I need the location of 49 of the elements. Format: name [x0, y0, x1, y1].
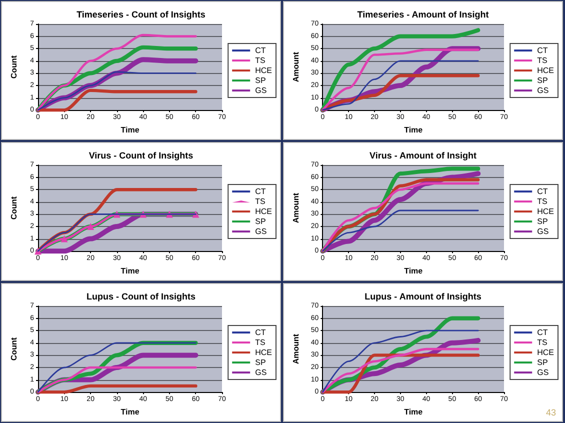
legend-label: SP	[537, 76, 548, 85]
legend-label: HCE	[255, 207, 272, 216]
y-axis-title: Count	[10, 337, 18, 361]
legend-label: SP	[537, 217, 548, 226]
y-axis-title: Amount	[292, 52, 300, 82]
x-axis-title: Time	[404, 266, 424, 276]
x-axis-title: Time	[120, 266, 140, 276]
chart-title: Lupus - Amount of Insights	[364, 292, 482, 302]
legend-label: CT	[537, 46, 548, 55]
legend-label: HCE	[537, 348, 554, 357]
legend-label: SP	[255, 217, 266, 226]
legend-label: GS	[537, 227, 549, 236]
text: 43	[546, 408, 556, 418]
legend-label: TS	[537, 338, 548, 347]
legend-label: GS	[255, 368, 267, 377]
legend-label: GS	[255, 227, 267, 236]
legend-label: TS	[255, 197, 266, 206]
chart-title: Virus - Count of Insights	[88, 150, 194, 160]
legend-label: HCE	[537, 207, 554, 216]
legend-label: SP	[255, 76, 266, 85]
legend-label: GS	[255, 86, 267, 95]
legend-label: TS	[537, 56, 548, 65]
legend-label: HCE	[255, 66, 272, 75]
chart-title: Timeseries - Amount of Insight	[357, 10, 489, 20]
y-axis-title: Amount	[292, 334, 300, 364]
legend-label: TS	[255, 338, 266, 347]
legend-label: SP	[537, 358, 548, 367]
legend-label: TS	[537, 197, 548, 206]
y-axis-title: Count	[10, 55, 18, 79]
legend-label: CT	[255, 46, 266, 55]
legend-label: GS	[537, 368, 549, 377]
legend-label: HCE	[537, 66, 554, 75]
x-axis-title: Time	[404, 126, 424, 134]
legend-label: CT	[255, 187, 266, 196]
legend-label: HCE	[255, 348, 272, 357]
legend-label: GS	[537, 86, 549, 95]
chart-title: Lupus - Count of Insights	[86, 292, 196, 302]
chart-title: Virus - Amount of Insight	[370, 150, 476, 160]
y-axis-title: Count	[10, 196, 18, 220]
x-axis-title: Time	[120, 126, 140, 134]
legend-label: TS	[255, 56, 266, 65]
y-axis-title: Amount	[292, 192, 300, 224]
x-axis-title: Time	[404, 408, 424, 416]
legend-label: CT	[537, 328, 548, 337]
legend-label: CT	[255, 328, 266, 337]
legend-label: SP	[255, 358, 266, 367]
x-axis-title: Time	[120, 408, 140, 416]
legend-label: CT	[537, 187, 548, 196]
chart-title: Timeseries - Count of Insights	[76, 10, 206, 20]
